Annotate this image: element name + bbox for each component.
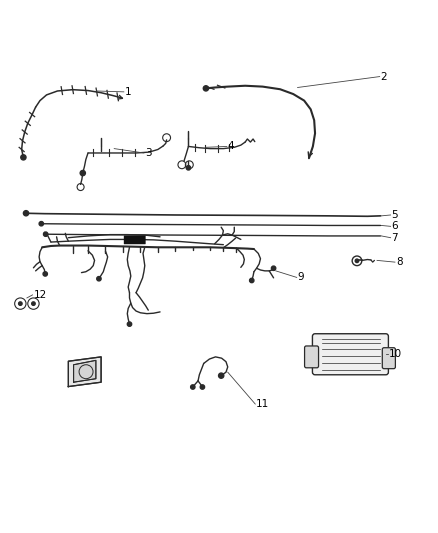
Circle shape — [191, 385, 195, 389]
Circle shape — [18, 302, 22, 305]
FancyBboxPatch shape — [312, 334, 389, 375]
Text: 4: 4 — [228, 141, 234, 151]
Circle shape — [272, 266, 276, 270]
Circle shape — [32, 302, 35, 305]
Circle shape — [21, 155, 26, 160]
Circle shape — [219, 373, 224, 378]
Circle shape — [97, 277, 101, 281]
Text: 8: 8 — [396, 257, 403, 267]
Polygon shape — [74, 360, 96, 382]
Polygon shape — [68, 357, 101, 386]
Circle shape — [80, 171, 85, 176]
Text: 5: 5 — [392, 210, 398, 220]
Text: 2: 2 — [381, 71, 387, 82]
Text: 10: 10 — [389, 349, 403, 359]
Text: 11: 11 — [256, 399, 269, 409]
Text: 1: 1 — [125, 87, 132, 97]
Circle shape — [250, 278, 254, 282]
Text: 6: 6 — [392, 221, 398, 231]
Text: 12: 12 — [33, 290, 47, 300]
Circle shape — [43, 232, 48, 236]
Circle shape — [23, 211, 28, 216]
Circle shape — [39, 222, 43, 226]
Circle shape — [43, 272, 47, 276]
Circle shape — [186, 166, 191, 170]
Circle shape — [200, 385, 205, 389]
FancyBboxPatch shape — [124, 236, 146, 244]
Text: 9: 9 — [297, 272, 304, 282]
FancyBboxPatch shape — [382, 348, 396, 369]
FancyBboxPatch shape — [304, 346, 318, 368]
Text: 7: 7 — [392, 233, 398, 243]
Circle shape — [127, 322, 132, 326]
Circle shape — [203, 86, 208, 91]
Circle shape — [355, 259, 359, 263]
Text: 3: 3 — [145, 148, 152, 158]
